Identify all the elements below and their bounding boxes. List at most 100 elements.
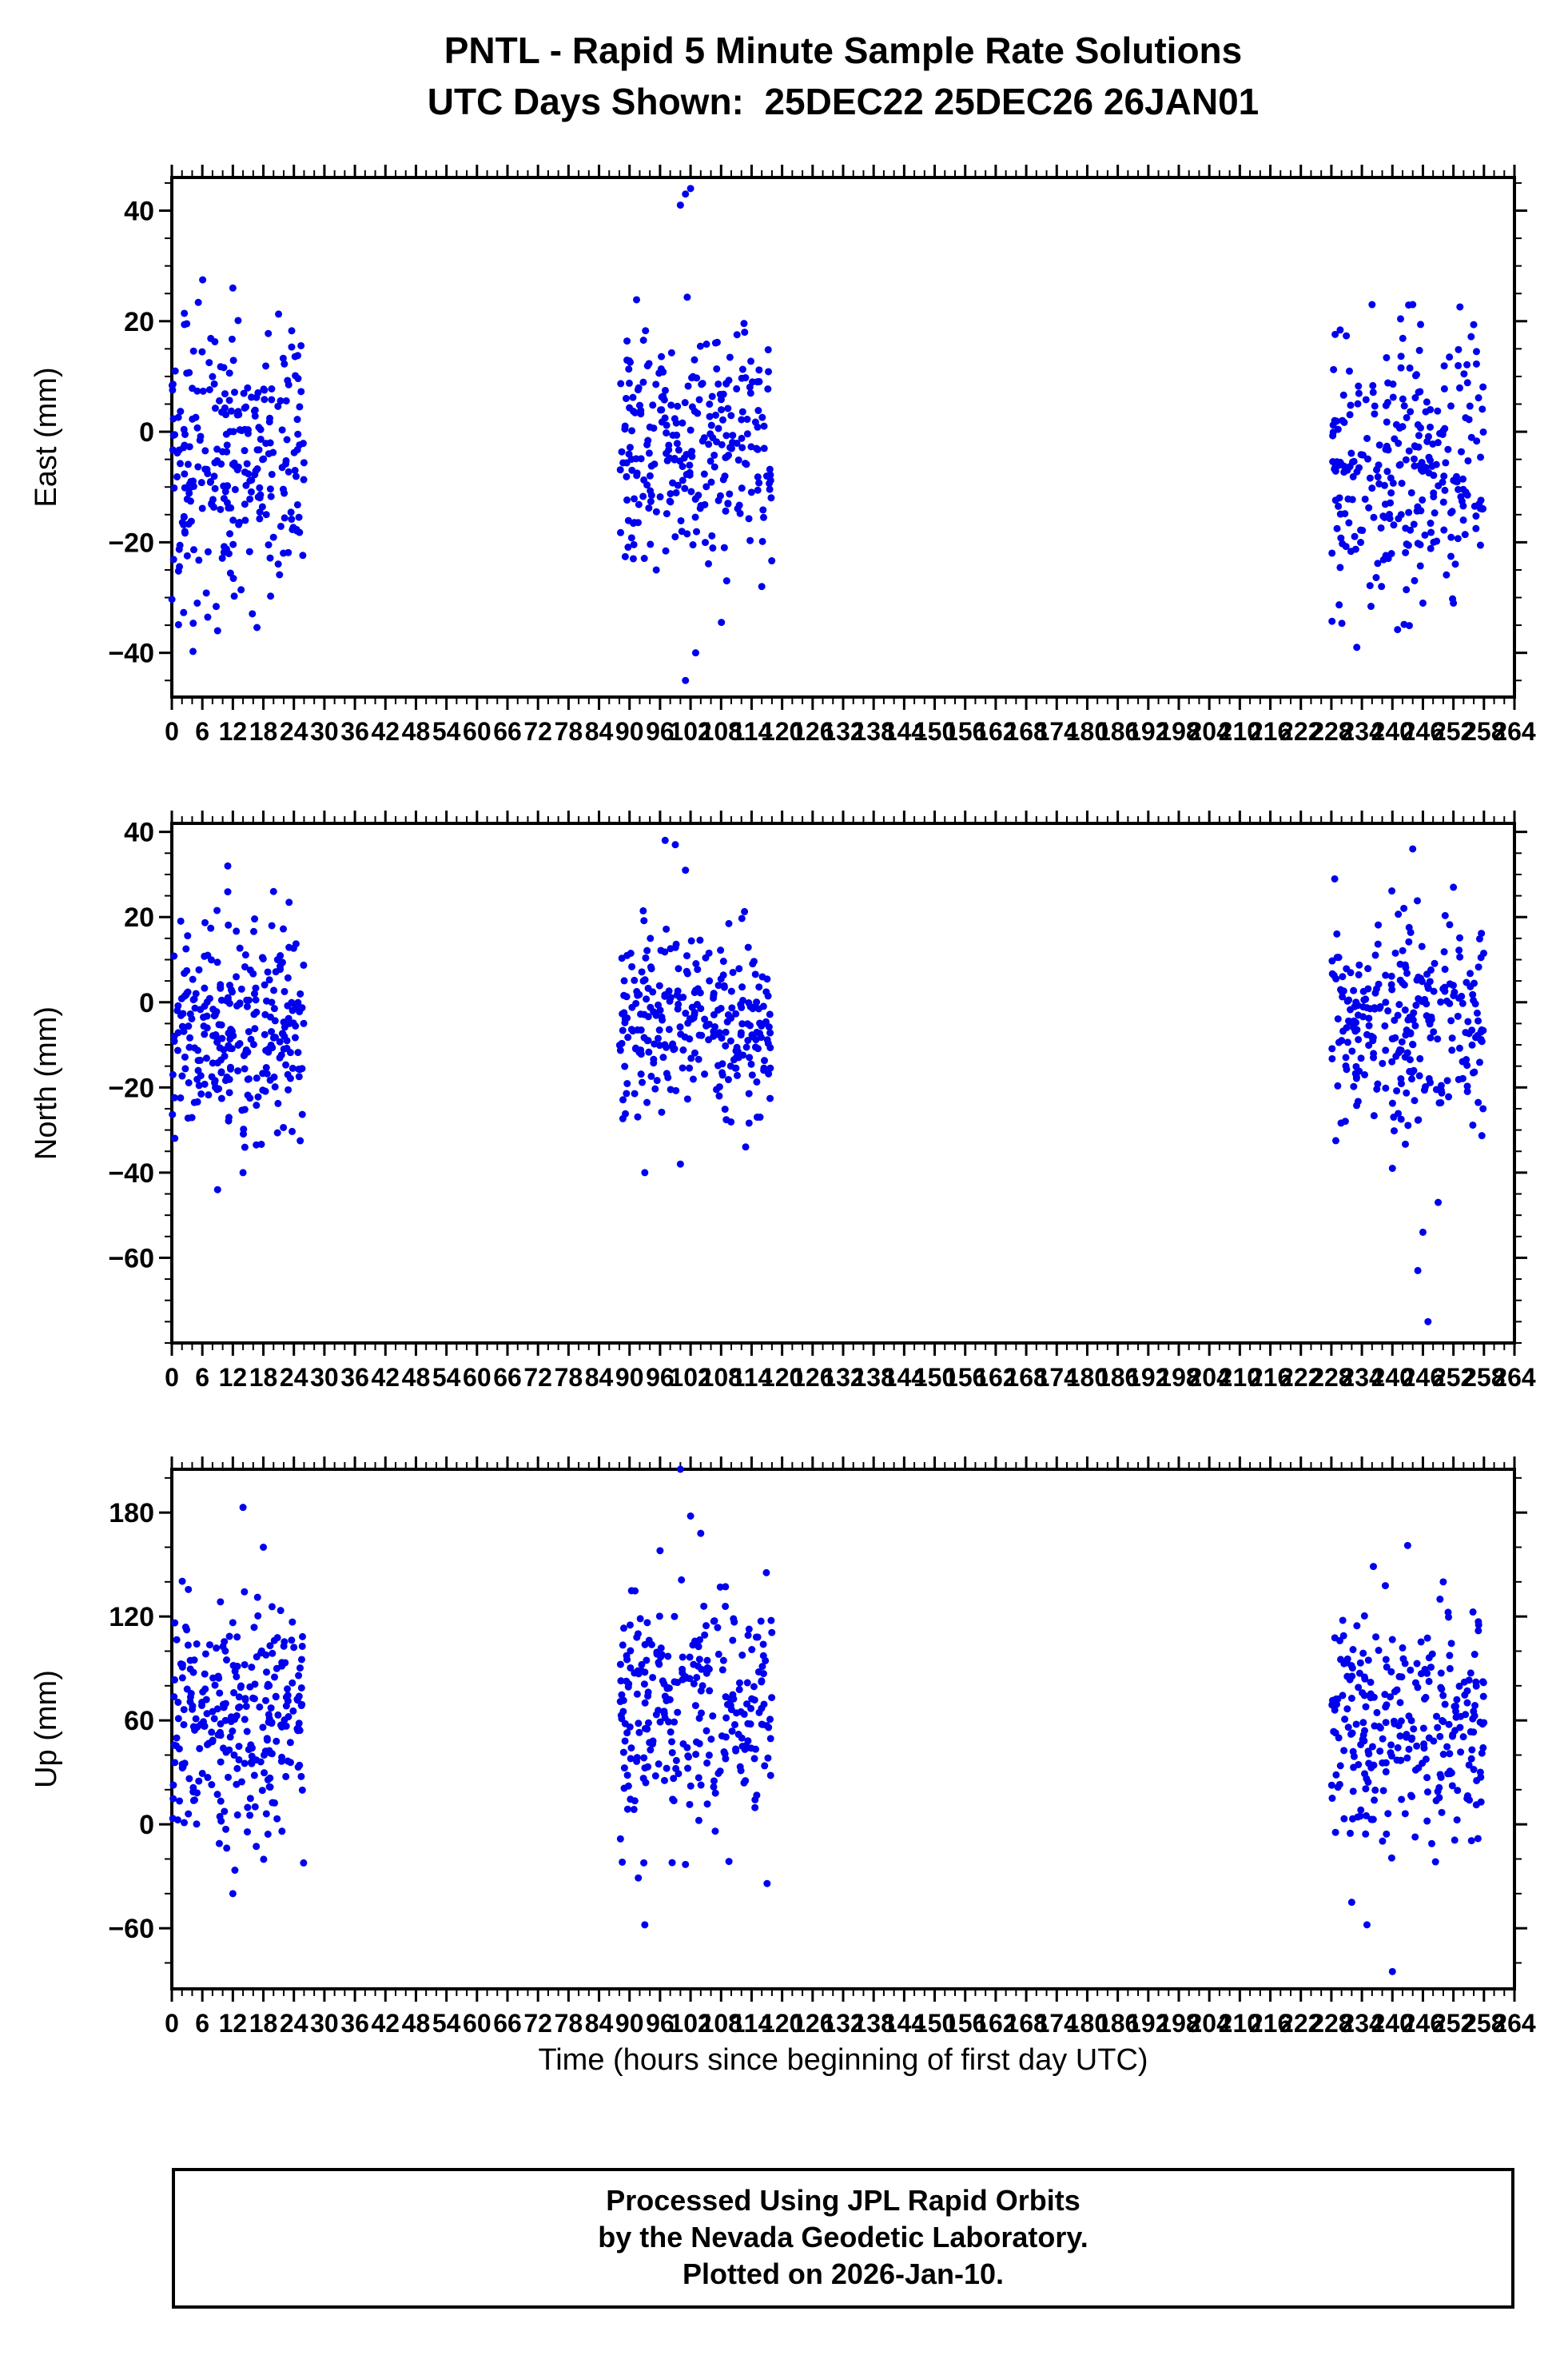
- svg-text:96: 96: [646, 1363, 675, 1392]
- svg-text:252: 252: [1432, 1363, 1474, 1392]
- svg-text:40: 40: [124, 196, 154, 226]
- svg-text:216: 216: [1249, 1363, 1291, 1392]
- svg-text:18: 18: [249, 1363, 278, 1392]
- svg-text:30: 30: [310, 2009, 339, 2038]
- chart-title-line1: PNTL - Rapid 5 Minute Sample Rate Soluti…: [444, 30, 1243, 71]
- svg-text:12: 12: [219, 717, 248, 746]
- svg-text:192: 192: [1127, 1363, 1169, 1392]
- svg-text:0: 0: [139, 1810, 154, 1840]
- svg-text:144: 144: [883, 717, 926, 746]
- svg-text:138: 138: [852, 2009, 894, 2038]
- svg-text:138: 138: [852, 1363, 894, 1392]
- svg-text:174: 174: [1036, 2009, 1079, 2038]
- svg-text:120: 120: [761, 717, 803, 746]
- svg-text:18: 18: [249, 2009, 278, 2038]
- svg-text:258: 258: [1463, 1363, 1505, 1392]
- svg-text:0: 0: [139, 417, 154, 448]
- svg-text:156: 156: [944, 2009, 986, 2038]
- svg-text:168: 168: [1005, 2009, 1047, 2038]
- svg-text:20: 20: [124, 903, 154, 933]
- svg-text:204: 204: [1188, 1363, 1231, 1392]
- svg-text:240: 240: [1371, 717, 1414, 746]
- up-chart-panel: Up (mm) 0 6 12 18 24 30 36 42 48 54 60 66 72 78 84 90 96…: [30, 1456, 1536, 2038]
- svg-text:162: 162: [974, 2009, 1017, 2038]
- svg-text:108: 108: [700, 717, 742, 746]
- svg-text:204: 204: [1188, 2009, 1231, 2038]
- svg-text:54: 54: [432, 1363, 461, 1392]
- svg-text:228: 228: [1310, 717, 1352, 746]
- svg-text:84: 84: [585, 717, 614, 746]
- svg-text:264: 264: [1493, 717, 1536, 746]
- svg-text:186: 186: [1096, 1363, 1139, 1392]
- svg-text:66: 66: [493, 1363, 522, 1392]
- svg-text:20: 20: [124, 307, 154, 337]
- svg-text:60: 60: [463, 1363, 491, 1392]
- svg-text:252: 252: [1432, 2009, 1474, 2038]
- svg-text:168: 168: [1005, 1363, 1047, 1392]
- svg-text:0: 0: [165, 2009, 179, 2038]
- svg-text:150: 150: [913, 717, 956, 746]
- svg-text:240: 240: [1371, 2009, 1414, 2038]
- svg-text:−40: −40: [108, 1158, 154, 1189]
- svg-text:180: 180: [1066, 717, 1108, 746]
- svg-text:234: 234: [1340, 1363, 1383, 1392]
- svg-text:72: 72: [523, 2009, 552, 2038]
- svg-text:60: 60: [463, 2009, 491, 2038]
- svg-text:222: 222: [1279, 2009, 1322, 2038]
- svg-text:246: 246: [1402, 1363, 1444, 1392]
- svg-text:180: 180: [1066, 2009, 1108, 2038]
- svg-text:36: 36: [340, 2009, 369, 2038]
- svg-text:264: 264: [1493, 2009, 1536, 2038]
- svg-text:192: 192: [1127, 717, 1169, 746]
- svg-text:90: 90: [615, 2009, 644, 2038]
- svg-text:204: 204: [1188, 717, 1231, 746]
- svg-text:180: 180: [1066, 1363, 1108, 1392]
- svg-text:174: 174: [1036, 717, 1079, 746]
- svg-text:114: 114: [731, 2009, 773, 2038]
- svg-text:198: 198: [1157, 1363, 1200, 1392]
- svg-text:78: 78: [555, 1363, 583, 1392]
- svg-text:48: 48: [402, 2009, 431, 2038]
- svg-text:102: 102: [669, 2009, 711, 2038]
- footer-box: Processed Using JPL Rapid Orbits by the …: [172, 2168, 1514, 2309]
- svg-text:132: 132: [822, 1363, 864, 1392]
- svg-text:48: 48: [402, 717, 431, 746]
- svg-text:40: 40: [124, 818, 154, 848]
- svg-text:12: 12: [219, 1363, 248, 1392]
- svg-text:42: 42: [371, 717, 400, 746]
- chart-title-line2: UTC Days Shown: 25DEC22 25DEC26 26JAN01: [427, 81, 1260, 122]
- svg-text:228: 228: [1310, 1363, 1352, 1392]
- svg-text:60: 60: [124, 1706, 154, 1736]
- svg-text:108: 108: [700, 2009, 742, 2038]
- svg-text:126: 126: [791, 1363, 834, 1392]
- svg-text:78: 78: [555, 717, 583, 746]
- svg-text:198: 198: [1157, 2009, 1200, 2038]
- svg-text:−60: −60: [108, 1243, 154, 1273]
- svg-text:84: 84: [585, 1363, 614, 1392]
- svg-text:0: 0: [139, 988, 154, 1018]
- svg-text:6: 6: [195, 1363, 209, 1392]
- svg-text:174: 174: [1036, 1363, 1079, 1392]
- svg-text:186: 186: [1096, 2009, 1139, 2038]
- svg-text:−60: −60: [108, 1914, 154, 1944]
- svg-text:120: 120: [109, 1602, 154, 1632]
- x-axis-title: Time (hours since beginning of first day…: [538, 2043, 1148, 2077]
- svg-text:156: 156: [944, 717, 986, 746]
- scatter-plot-svg: 0 6 12 18 24 30 36 42 48 54 60 66 72 78 84 90 9610210811…: [108, 165, 1536, 746]
- scatter-plot-svg: 0 6 12 18 24 30 36 42 48 54 60 66 72 78 84 90 9610210811…: [108, 1456, 1536, 2038]
- footer-line-1: Processed Using JPL Rapid Orbits: [606, 2184, 1080, 2217]
- y-axis-label-east: East (mm): [30, 367, 63, 508]
- svg-text:102: 102: [669, 1363, 711, 1392]
- svg-text:222: 222: [1279, 717, 1322, 746]
- svg-text:30: 30: [310, 717, 339, 746]
- svg-text:24: 24: [280, 1363, 308, 1392]
- svg-text:222: 222: [1279, 1363, 1322, 1392]
- svg-text:162: 162: [974, 1363, 1017, 1392]
- svg-text:114: 114: [731, 1363, 773, 1392]
- svg-text:120: 120: [761, 2009, 803, 2038]
- svg-text:216: 216: [1249, 2009, 1291, 2038]
- svg-text:264: 264: [1493, 1363, 1536, 1392]
- svg-text:210: 210: [1219, 717, 1261, 746]
- svg-text:144: 144: [883, 2009, 926, 2038]
